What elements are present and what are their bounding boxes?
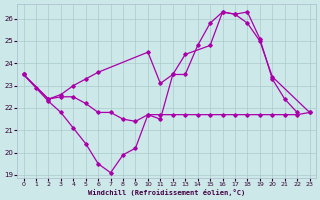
X-axis label: Windchill (Refroidissement éolien,°C): Windchill (Refroidissement éolien,°C) <box>88 189 245 196</box>
